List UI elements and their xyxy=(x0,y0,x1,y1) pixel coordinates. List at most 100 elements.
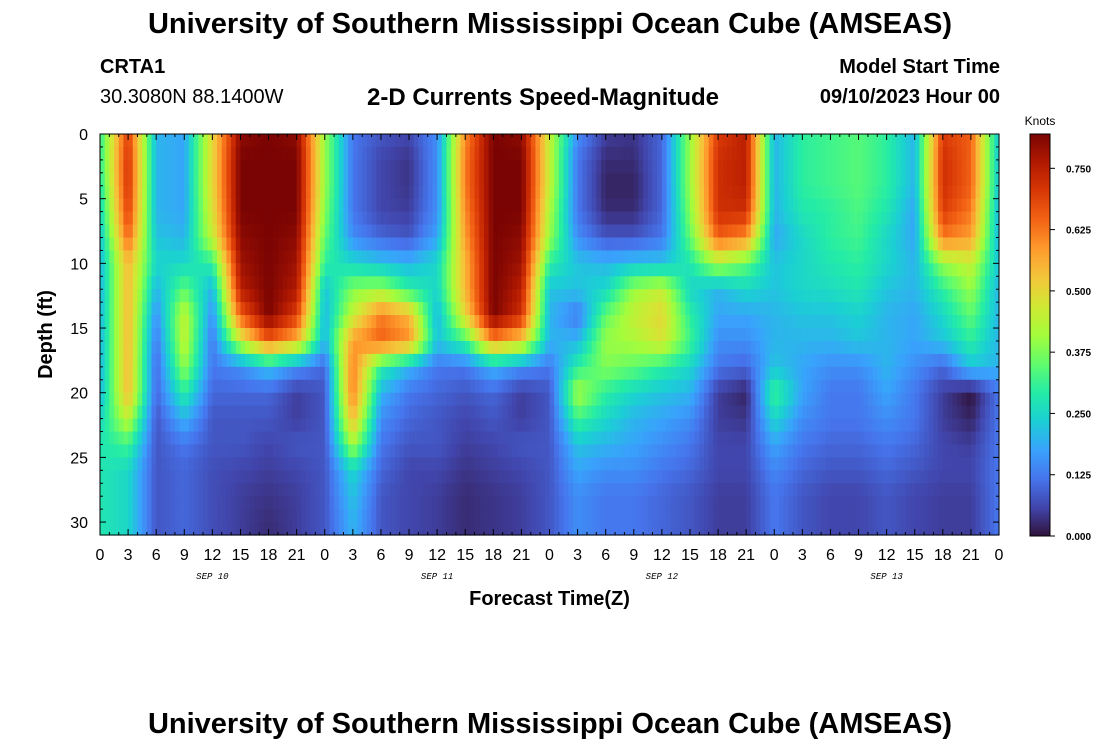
heatmap-cell xyxy=(736,263,743,277)
heatmap-cell xyxy=(123,315,129,329)
heatmap-cell xyxy=(905,211,911,226)
heatmap-cell xyxy=(427,185,434,200)
heatmap-cell xyxy=(184,418,190,433)
heatmap-cell xyxy=(394,444,401,458)
heatmap-cell xyxy=(549,457,555,471)
heatmap-cell xyxy=(301,457,307,471)
heatmap-cell xyxy=(755,418,761,433)
heatmap-cell xyxy=(212,159,218,174)
heatmap-cell xyxy=(797,405,803,420)
heatmap-cell xyxy=(151,302,157,316)
heatmap-cell xyxy=(521,250,527,264)
heatmap-cell xyxy=(362,289,368,303)
heatmap-cell xyxy=(404,263,410,277)
heatmap-cell xyxy=(825,315,832,329)
heatmap-cell xyxy=(704,457,710,471)
heatmap-cell xyxy=(554,340,560,355)
heatmap-cell xyxy=(497,315,504,329)
heatmap-cell xyxy=(465,172,471,187)
heatmap-cell xyxy=(755,444,761,458)
heatmap-cell xyxy=(165,263,171,277)
heatmap-cell xyxy=(324,159,331,174)
heatmap-cell xyxy=(465,405,471,420)
heatmap-cell xyxy=(296,405,302,420)
heatmap-cell xyxy=(221,366,228,381)
heatmap-cell xyxy=(886,185,892,200)
heatmap-cell xyxy=(540,172,546,187)
heatmap-cell xyxy=(254,146,260,161)
heatmap-cell xyxy=(329,418,335,433)
heatmap-cell xyxy=(526,134,532,148)
heatmap-cell xyxy=(746,315,752,329)
heatmap-cell xyxy=(432,146,438,161)
heatmap-cell xyxy=(451,237,457,252)
heatmap-cell xyxy=(259,172,265,187)
heatmap-cell xyxy=(774,302,780,316)
heatmap-cell xyxy=(404,198,410,213)
heatmap-cell xyxy=(764,444,771,458)
heatmap-cell xyxy=(624,457,630,471)
heatmap-cell xyxy=(277,444,284,458)
heatmap-cell xyxy=(380,315,387,329)
heatmap-cell xyxy=(488,392,494,407)
heatmap-cell xyxy=(418,418,424,433)
heatmap-cell xyxy=(952,159,958,174)
heatmap-cell xyxy=(338,198,345,213)
heatmap-cell xyxy=(750,366,757,381)
heatmap-cell xyxy=(863,302,869,316)
heatmap-cell xyxy=(432,431,438,446)
heatmap-cell xyxy=(610,379,616,394)
heatmap-cell xyxy=(694,159,700,174)
heatmap-cell xyxy=(919,276,925,290)
heatmap-cell xyxy=(198,444,204,458)
heatmap-cell xyxy=(128,379,134,394)
heatmap-cell xyxy=(984,263,991,277)
heatmap-cell xyxy=(357,315,363,329)
heatmap-cell xyxy=(235,172,242,187)
heatmap-cell xyxy=(722,353,729,368)
heatmap-cell xyxy=(479,431,485,446)
heatmap-cell xyxy=(231,328,237,342)
heatmap-cell xyxy=(994,198,1000,213)
heatmap-cell xyxy=(343,159,349,174)
heatmap-cell xyxy=(483,328,490,342)
heatmap-cell xyxy=(493,379,499,394)
heatmap-cell xyxy=(329,366,335,381)
heatmap-cell xyxy=(132,146,139,161)
heatmap-cell xyxy=(867,353,874,368)
heatmap-cell xyxy=(329,289,335,303)
heatmap-cell xyxy=(647,418,654,433)
heatmap-cell xyxy=(366,250,373,264)
heatmap-cell xyxy=(914,418,920,433)
heatmap-cell xyxy=(493,340,499,355)
heatmap-cell xyxy=(160,185,167,200)
heatmap-cell xyxy=(174,315,181,329)
heatmap-cell xyxy=(483,457,490,471)
heatmap-cell xyxy=(910,263,916,277)
heatmap-cell xyxy=(394,392,401,407)
heatmap-cell xyxy=(568,340,574,355)
heatmap-cell xyxy=(586,134,593,148)
heatmap-cell xyxy=(142,315,148,329)
heatmap-cell xyxy=(179,418,185,433)
heatmap-cell xyxy=(938,224,944,239)
heatmap-cell xyxy=(273,353,279,368)
heatmap-cell xyxy=(165,302,171,316)
heatmap-cell xyxy=(835,185,841,200)
heatmap-cell xyxy=(273,418,279,433)
heatmap-cell xyxy=(928,302,935,316)
heatmap-cell xyxy=(179,366,185,381)
heatmap-cell xyxy=(535,159,541,174)
heatmap-cell xyxy=(900,146,906,161)
heatmap-cell xyxy=(563,302,569,316)
heatmap-cell xyxy=(460,237,466,252)
heatmap-cell xyxy=(530,172,537,187)
heatmap-cell xyxy=(741,431,747,446)
heatmap-cell xyxy=(193,366,199,381)
heatmap-cell xyxy=(675,405,682,420)
heatmap-cell xyxy=(151,444,157,458)
heatmap-cell xyxy=(170,172,176,187)
heatmap-cell xyxy=(624,237,630,252)
heatmap-cell xyxy=(989,353,995,368)
heatmap-cell xyxy=(366,444,373,458)
